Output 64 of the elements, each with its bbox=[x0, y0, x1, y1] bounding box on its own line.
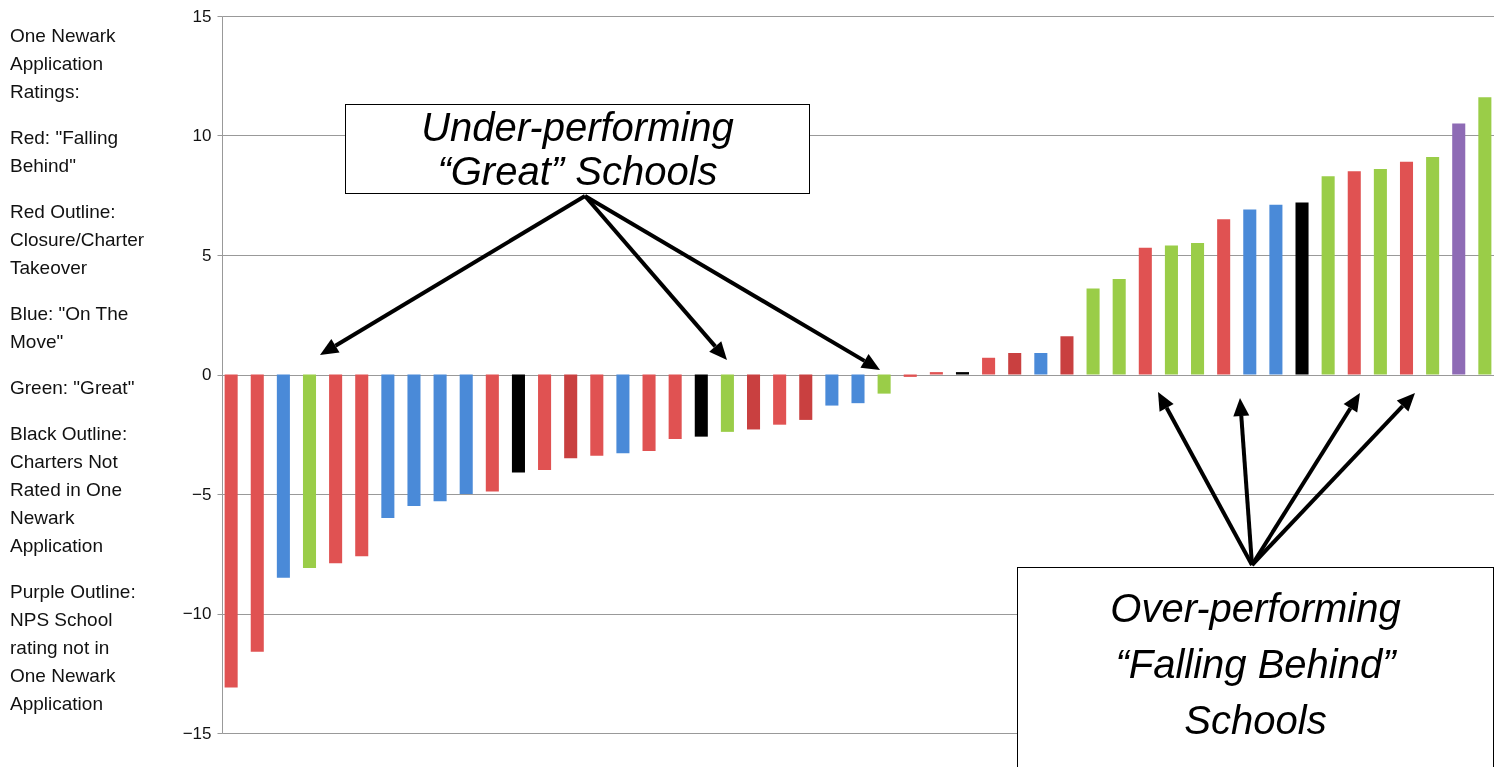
bar bbox=[407, 374, 421, 506]
bar bbox=[355, 374, 369, 557]
bar bbox=[459, 374, 473, 494]
y-tick-label: 10 bbox=[192, 126, 212, 145]
bar bbox=[1269, 204, 1283, 375]
bar bbox=[1373, 168, 1387, 375]
bar bbox=[773, 374, 787, 425]
bar bbox=[1321, 176, 1335, 375]
bar bbox=[1347, 171, 1361, 375]
bar bbox=[642, 374, 656, 451]
bar bbox=[250, 374, 264, 652]
bar bbox=[799, 374, 813, 420]
bar bbox=[982, 357, 996, 375]
bar bbox=[851, 374, 865, 404]
text: Green: "Great" bbox=[10, 376, 136, 400]
bar bbox=[302, 374, 317, 569]
bar bbox=[929, 372, 943, 375]
text: Red: "Falling Behind" bbox=[10, 126, 120, 178]
bar bbox=[276, 374, 290, 578]
bar bbox=[1191, 243, 1205, 375]
bar bbox=[1008, 352, 1022, 375]
y-tick-label: −15 bbox=[182, 723, 212, 743]
bar bbox=[955, 372, 970, 375]
bar bbox=[877, 374, 891, 394]
bar bbox=[1452, 123, 1466, 375]
callout-box: Under-performing “Great” Schools bbox=[345, 104, 810, 194]
bar bbox=[1295, 202, 1309, 375]
bar bbox=[825, 374, 839, 406]
bar bbox=[485, 374, 499, 492]
bar bbox=[668, 374, 682, 440]
bar bbox=[224, 374, 238, 688]
bar bbox=[1399, 161, 1414, 375]
bar bbox=[538, 374, 552, 471]
bar bbox=[1138, 247, 1152, 375]
bar bbox=[694, 374, 708, 437]
bar bbox=[329, 374, 343, 564]
bar bbox=[746, 374, 761, 430]
text: Black Outline: Charters Not Rated in One Newark Application bbox=[10, 422, 129, 558]
y-tick-label: 0 bbox=[202, 365, 212, 384]
bar bbox=[1243, 209, 1257, 375]
bar bbox=[564, 374, 578, 459]
bar bbox=[590, 374, 604, 456]
bar bbox=[381, 374, 395, 518]
bar bbox=[720, 374, 734, 432]
y-tick-label: 15 bbox=[192, 6, 212, 26]
bar bbox=[1112, 278, 1126, 375]
bar bbox=[1217, 219, 1231, 375]
bar bbox=[1164, 245, 1178, 375]
text: Red Outline: Closure/Charter Takeover bbox=[10, 200, 146, 280]
y-tick-label: −10 bbox=[182, 604, 212, 623]
text: Purple Outline: NPS School rating not in One Newark Application bbox=[10, 580, 137, 716]
text: One Newark Application Ratings: bbox=[10, 24, 117, 104]
bar bbox=[433, 374, 447, 502]
bar bbox=[1426, 157, 1440, 375]
text: Blue: "On The Move" bbox=[10, 302, 130, 354]
bar bbox=[511, 374, 525, 473]
y-tick-label: 5 bbox=[202, 245, 212, 265]
bar bbox=[616, 374, 630, 454]
bar bbox=[1034, 352, 1048, 375]
bar bbox=[1086, 288, 1100, 375]
y-tick-label: −5 bbox=[192, 484, 212, 504]
callout-box: Over-performing “Falling Behind” Schools bbox=[1017, 567, 1494, 767]
bar bbox=[1060, 336, 1074, 375]
bar bbox=[1478, 97, 1492, 375]
